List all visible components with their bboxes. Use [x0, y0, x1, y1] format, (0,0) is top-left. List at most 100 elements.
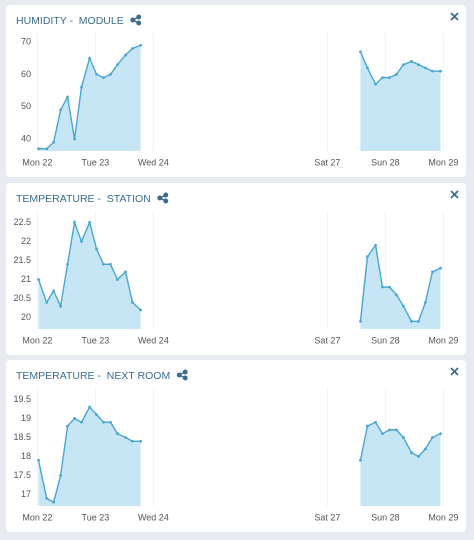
share-dot [130, 17, 136, 23]
point [417, 63, 420, 67]
close-stroke [450, 367, 459, 376]
y-tick-label: 40 [21, 133, 31, 143]
point [73, 417, 76, 420]
point [139, 43, 143, 47]
point [45, 496, 49, 500]
point [66, 262, 69, 266]
close-button[interactable] [450, 367, 459, 376]
share-icon [176, 369, 188, 381]
x-tick-label: Sat 27 [314, 335, 340, 345]
x-tick-label: Sun 28 [371, 335, 400, 345]
x-tick-label: Wed 24 [138, 335, 169, 345]
point [388, 285, 391, 289]
point [388, 428, 391, 432]
point [395, 72, 398, 76]
point [410, 60, 413, 63]
x-tick-label: Mon 29 [428, 512, 458, 522]
y-tick-label: 17.5 [13, 470, 31, 480]
point [73, 221, 76, 224]
point [430, 69, 434, 73]
point [124, 436, 127, 439]
point [410, 451, 413, 455]
point [359, 319, 362, 323]
x-tick-label: Mon 29 [428, 157, 458, 167]
point [359, 50, 362, 54]
point [139, 308, 143, 312]
x-tick-label: Sun 28 [371, 512, 400, 522]
share-dot [182, 375, 188, 381]
share-dot [136, 14, 142, 20]
close-button[interactable] [450, 12, 459, 21]
point [88, 405, 91, 409]
chart-title: HUMIDITY - MODULE [16, 15, 124, 27]
point [52, 500, 56, 504]
point [131, 47, 134, 50]
y-tick-label: 21 [21, 274, 31, 284]
point [410, 319, 413, 323]
point [124, 53, 127, 57]
point [131, 439, 134, 443]
point [37, 147, 40, 151]
x-tick-label: Wed 24 [138, 157, 169, 167]
point [439, 432, 442, 436]
point [52, 140, 56, 144]
point [374, 82, 377, 86]
share-dot [157, 195, 163, 201]
y-tick-label: 70 [21, 36, 31, 46]
point [439, 69, 442, 73]
x-tick-label: Tue 23 [82, 335, 110, 345]
point [381, 76, 384, 80]
point [401, 436, 405, 439]
point [116, 432, 119, 436]
x-tick-label: Mon 22 [22, 157, 52, 167]
point [109, 72, 112, 76]
point [95, 247, 98, 251]
point [59, 108, 62, 112]
y-tick-label: 20.5 [13, 293, 31, 303]
point [139, 439, 143, 443]
x-tick-label: Mon 22 [22, 335, 52, 345]
point [381, 432, 384, 436]
share-dot [163, 198, 169, 204]
share-dot [136, 20, 142, 26]
area [38, 222, 441, 329]
point [131, 300, 134, 304]
point [102, 420, 105, 424]
point [417, 319, 420, 323]
point [374, 243, 377, 247]
point [374, 420, 377, 424]
point [37, 278, 40, 281]
point [37, 458, 40, 462]
area [38, 407, 441, 506]
area [38, 45, 441, 152]
x-tick-label: Mon 22 [22, 512, 52, 522]
point [116, 278, 119, 281]
point [395, 428, 398, 432]
point [66, 95, 69, 99]
y-tick-label: 22 [21, 236, 31, 246]
point [88, 221, 91, 224]
point [366, 255, 369, 259]
y-tick-label: 19 [21, 413, 31, 423]
point [102, 262, 105, 266]
y-tick-label: 18.5 [13, 432, 31, 442]
point [109, 420, 112, 424]
point [366, 424, 369, 428]
y-tick-label: 50 [21, 101, 31, 111]
point [80, 85, 83, 89]
y-tick-label: 20 [21, 312, 31, 322]
point [80, 240, 83, 243]
y-tick-label: 60 [21, 69, 31, 79]
y-tick-label: 19.5 [13, 394, 31, 404]
point [417, 455, 420, 458]
share-dot [176, 372, 182, 378]
point [66, 424, 69, 428]
point [52, 289, 56, 293]
y-tick-label: 18 [21, 451, 31, 461]
close-button[interactable] [450, 190, 459, 199]
point [366, 66, 369, 70]
point [73, 137, 76, 141]
point [424, 300, 427, 304]
point [388, 76, 391, 80]
